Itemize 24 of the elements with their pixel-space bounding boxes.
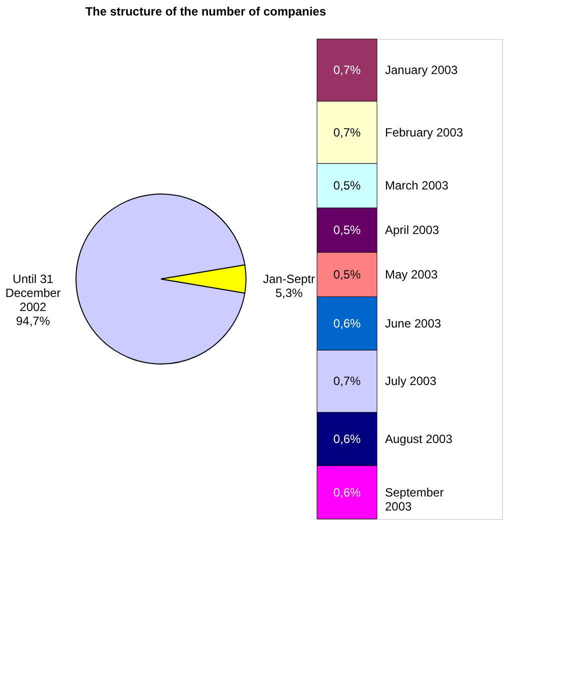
- data-label: 5,3%: [275, 286, 303, 300]
- series-label: January 2003: [385, 63, 458, 78]
- data-label: 0,6%: [333, 432, 361, 446]
- data-label: 0,5%: [333, 223, 361, 238]
- series-label: September 2003: [385, 485, 444, 514]
- data-label: 0,7%: [333, 63, 361, 78]
- series-label: August 2003: [385, 432, 453, 446]
- slice-label: Until 31 December 2002: [5, 272, 61, 314]
- data-label: 94,7%: [16, 314, 50, 328]
- data-label: 0,6%: [333, 316, 361, 330]
- data-label: 0,7%: [333, 125, 361, 140]
- chart-title: The structure of the number of companies: [85, 4, 326, 18]
- data-label: 0,5%: [333, 178, 361, 193]
- data-label: 0,6%: [333, 485, 361, 500]
- series-label: June 2003: [385, 316, 442, 330]
- series-label: July 2003: [385, 374, 437, 388]
- data-label: 0,7%: [333, 374, 361, 388]
- series-label: May 2003: [385, 268, 438, 282]
- series-label: March 2003: [385, 178, 449, 193]
- series-label: February 2003: [385, 125, 464, 140]
- series-label: April 2003: [385, 223, 440, 238]
- slice-label: Jan-Septr: [262, 272, 316, 286]
- pie-slice: [76, 194, 246, 364]
- data-label: 0,5%: [333, 268, 361, 282]
